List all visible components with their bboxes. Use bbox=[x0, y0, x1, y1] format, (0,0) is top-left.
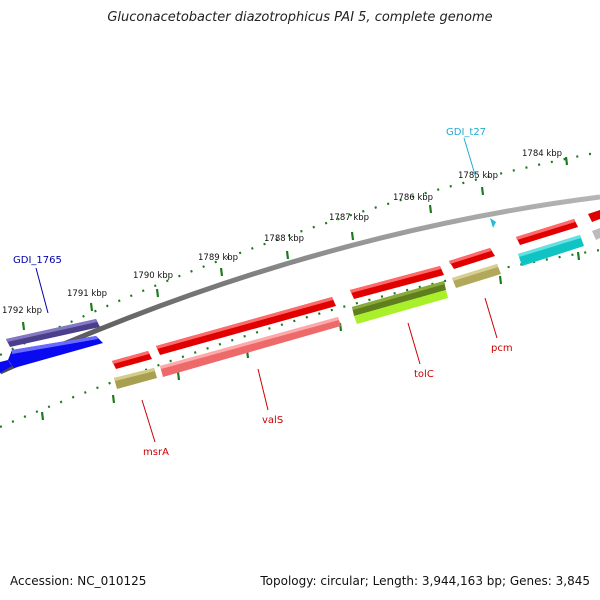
major-tick bbox=[564, 156, 569, 166]
tick-label: 1787 kbp bbox=[329, 213, 369, 223]
gene-feature bbox=[112, 351, 149, 364]
major-tick bbox=[111, 394, 116, 404]
major-tick bbox=[480, 186, 485, 196]
connector bbox=[463, 137, 477, 179]
tick-label: 1788 kbp bbox=[264, 234, 304, 244]
gene-feature bbox=[354, 290, 448, 324]
gene-feature bbox=[6, 319, 97, 342]
inner-tick-ring bbox=[0, 248, 600, 429]
reverse-features bbox=[0, 218, 584, 389]
tick-label: 1790 kbp bbox=[133, 271, 173, 281]
gene-feature bbox=[516, 219, 575, 240]
gene-feature bbox=[592, 228, 600, 240]
major-tick bbox=[219, 267, 224, 277]
major-tick bbox=[498, 275, 503, 285]
gene-feature bbox=[114, 368, 155, 381]
major-tick bbox=[155, 288, 160, 298]
gene-feature bbox=[352, 281, 445, 310]
connector bbox=[257, 368, 269, 411]
gene-feature bbox=[160, 317, 341, 377]
gene-label-pcm: pcm bbox=[491, 343, 513, 354]
gene-feature bbox=[114, 368, 157, 389]
gene-label-msra: msrA bbox=[143, 447, 169, 458]
gene-feature bbox=[12, 336, 98, 354]
major-tick bbox=[350, 231, 355, 241]
gene-feature bbox=[160, 317, 339, 369]
major-tick bbox=[576, 251, 581, 261]
major-tick bbox=[40, 411, 45, 421]
gene-label-tolc: tolC bbox=[414, 369, 434, 380]
gene-feature bbox=[0, 360, 12, 373]
connector bbox=[35, 267, 49, 314]
gene-feature bbox=[588, 210, 600, 222]
major-tick bbox=[285, 250, 290, 260]
gene-feature bbox=[490, 218, 496, 228]
major-tick bbox=[176, 371, 181, 381]
gene-label-gdi-1765: GDI_1765 bbox=[13, 255, 62, 266]
gene-feature bbox=[452, 264, 498, 281]
connector bbox=[141, 399, 156, 443]
forward-features bbox=[6, 210, 600, 347]
tick-label: 1791 kbp bbox=[67, 289, 107, 299]
gene-feature bbox=[156, 297, 333, 349]
map-title: Gluconacetobacter diazotrophicus PAI 5, … bbox=[107, 10, 493, 25]
genome-summary-text: Topology: circular; Length: 3,944,163 bp… bbox=[260, 574, 590, 588]
major-ticks bbox=[21, 156, 569, 331]
connector bbox=[407, 322, 421, 365]
inner-major-ticks bbox=[40, 251, 581, 421]
tick-label: 1785 kbp bbox=[458, 171, 498, 181]
genome-backbone bbox=[0, 194, 600, 375]
gene-feature bbox=[452, 264, 501, 288]
major-tick bbox=[21, 321, 26, 331]
accession-text: Accession: NC_010125 bbox=[10, 574, 147, 588]
gene-feature bbox=[350, 266, 441, 293]
gene-feature bbox=[8, 336, 103, 368]
connector bbox=[484, 297, 498, 339]
gene-label-gdi-t27: GDI_t27 bbox=[446, 127, 486, 138]
major-tick bbox=[89, 302, 94, 312]
tick-label: 1792 kbp bbox=[2, 306, 42, 316]
tick-label: 1786 kbp bbox=[393, 193, 433, 203]
gene-label-vals: valS bbox=[262, 415, 283, 426]
gene-feature bbox=[449, 248, 491, 264]
tick-label: 1789 kbp bbox=[198, 253, 238, 263]
tick-label: 1784 kbp bbox=[522, 149, 562, 159]
gene-feature bbox=[518, 235, 584, 266]
major-tick bbox=[428, 204, 433, 214]
label-connectors bbox=[35, 137, 498, 443]
gene-feature bbox=[518, 235, 581, 257]
